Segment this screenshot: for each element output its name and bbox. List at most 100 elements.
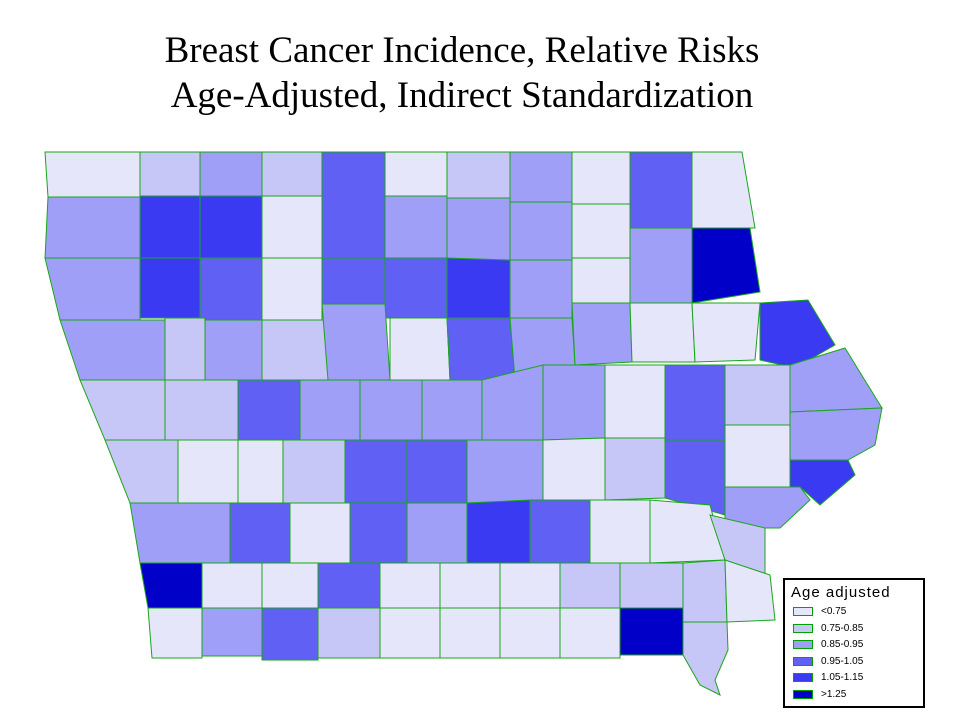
legend-swatch [793,640,813,649]
county [571,151,631,205]
county [446,151,511,199]
county [237,439,284,504]
legend-swatch [793,656,813,666]
county [199,195,263,259]
county [499,562,561,609]
county [139,195,201,259]
county [384,257,448,319]
county [261,562,319,609]
legend-title: Age adjusted [791,584,891,601]
county [789,407,883,461]
county [44,151,141,198]
county [664,364,726,441]
county [691,227,761,304]
county [571,302,633,366]
county [559,562,621,609]
legend-item: >1.25 [793,688,923,702]
legend-item: 0.95-1.05 [793,655,923,669]
county [724,424,791,488]
county [619,562,684,609]
county [384,151,448,197]
county [139,562,203,609]
county [147,607,203,659]
county [421,379,483,441]
county [406,439,468,504]
county [682,559,728,623]
county [317,607,381,659]
legend-label: <0.75 [821,606,847,617]
legend-swatch [793,689,813,699]
county [317,562,381,609]
legend-label: 0.75-0.85 [821,622,864,634]
county [509,259,573,319]
county [446,257,511,319]
county [629,227,693,304]
county [466,439,544,504]
county [691,151,756,229]
legend-label: 1.05-1.15 [821,672,864,683]
county [344,439,408,504]
county [619,607,684,656]
legend-swatch [793,673,813,682]
county [139,257,201,319]
legend-item: 0.75-0.85 [793,622,923,636]
county [104,439,179,504]
county [629,302,696,363]
county [724,364,791,426]
county [261,151,323,197]
county [164,317,206,381]
county [59,319,166,381]
legend-label: >1.25 [821,688,847,700]
county [359,379,423,441]
county [629,151,693,229]
county [509,201,573,261]
county [542,437,606,501]
county [571,257,631,304]
legend-label: 0.95-1.05 [821,655,864,667]
county [682,621,729,696]
county [446,197,511,261]
county [559,607,621,659]
county [439,607,501,659]
county [571,203,631,259]
county [237,379,301,441]
county [289,502,351,564]
legend-label: 0.85-0.95 [821,639,864,650]
county [79,379,166,441]
legend-swatch [793,623,813,633]
county [406,502,468,564]
county [282,439,346,504]
county [201,607,263,657]
county [384,195,448,259]
legend-item: 1.05-1.15 [793,671,923,685]
county [164,379,239,441]
county [604,437,666,501]
county [321,303,391,381]
county [466,499,531,564]
county [261,195,323,259]
title-line-1: Breast Cancer Incidence, Relative Risks [164,30,760,71]
county [229,502,291,564]
county [446,317,516,381]
county [299,379,361,441]
county [261,319,329,381]
legend-item: <0.75 [793,605,923,619]
county [439,562,501,609]
county [321,257,386,305]
county [379,607,441,659]
legend-item: 0.85-0.95 [793,638,923,652]
county [177,439,239,504]
county [724,559,776,623]
legend-swatch [793,607,813,616]
county-polygons [44,151,883,696]
county [529,499,591,564]
county [139,151,201,197]
county [389,317,451,381]
county [604,364,666,439]
county [499,607,561,659]
county [261,257,323,321]
county [199,151,263,197]
legend: Age adjusted <0.75 0.75-0.85 0.85-0.95 0.95… [783,578,925,708]
county [691,302,761,363]
